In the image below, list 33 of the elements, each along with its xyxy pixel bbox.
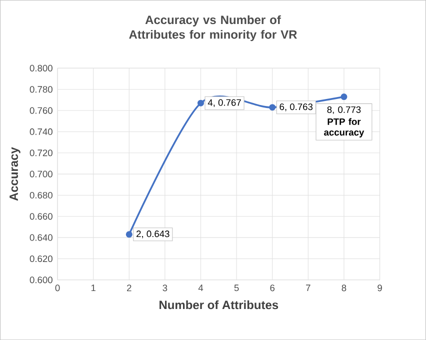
point: [340, 93, 348, 100]
x-tick-label: 4: [198, 284, 204, 291]
y-tick-label: 0.780: [30, 86, 52, 93]
y-tick-label: 0.600: [30, 276, 52, 284]
data-label: 4, 0.767: [208, 99, 241, 107]
annotation: PTP for accuracy: [324, 118, 364, 138]
data-label: 6, 0.763: [280, 103, 313, 112]
x-axis-title: Number of Attributes: [160, 300, 278, 310]
y-tick-label: 0.760: [30, 107, 52, 114]
x-tick-label: 1: [91, 284, 96, 291]
x-tick-label: 9: [378, 284, 382, 292]
x-tick-label: 2: [127, 284, 132, 292]
x-tick-label: 8: [342, 284, 346, 292]
y-tick-label: 0.640: [30, 234, 52, 241]
point: [126, 231, 132, 238]
chart-title: Accuracy vs Number of Attributes for minority for VR: [129, 15, 297, 42]
x-tick-label: 5: [234, 284, 239, 292]
x-tick-label: 6: [270, 284, 275, 292]
y-tick-label: 0.720: [30, 150, 52, 156]
x-tick-label: 3: [162, 284, 168, 292]
y-tick-label: 0.680: [30, 192, 52, 198]
y-tick-label: 0.620: [30, 255, 52, 262]
y-tick-label: 0.700: [30, 170, 52, 178]
x-tick-label: 7: [306, 284, 310, 291]
point: [269, 104, 276, 111]
data-label: 2, 0.643: [136, 230, 170, 238]
data-label: 8, 0.773: [327, 106, 361, 114]
y-axis-title: Accuracy: [10, 147, 20, 201]
y-tick-label: 0.800: [30, 64, 52, 72]
y-tick-label: 0.740: [30, 128, 52, 135]
point: [197, 100, 204, 106]
y-tick-label: 0.660: [30, 213, 52, 220]
x-tick-label: 0: [55, 284, 60, 292]
